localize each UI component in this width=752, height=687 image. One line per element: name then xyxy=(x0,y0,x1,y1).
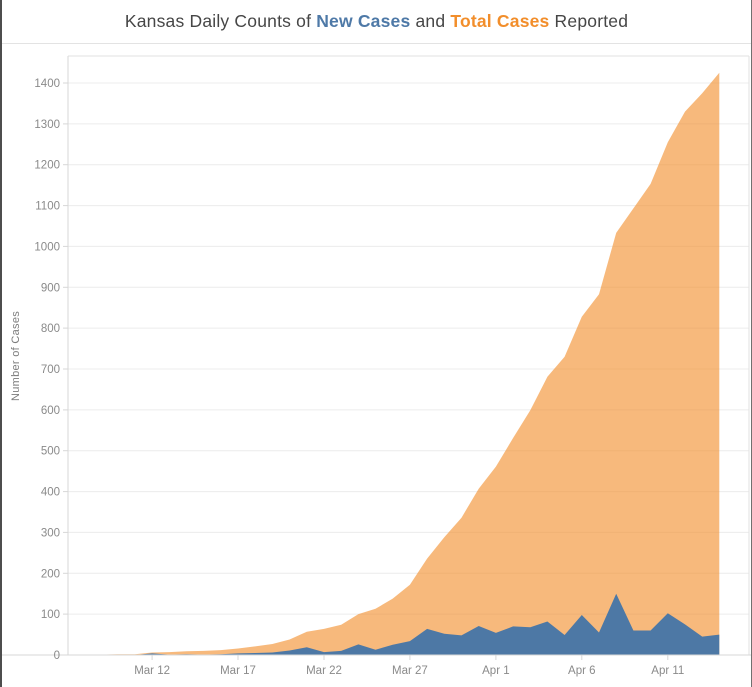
y-tick-label-1000: 1000 xyxy=(34,241,60,253)
area-mark-new-cases[interactable] xyxy=(100,593,720,655)
title-suffix: Reported xyxy=(549,11,629,31)
x-tick-label-3: Mar 12 xyxy=(134,665,170,677)
y-tick-label-1400: 1400 xyxy=(34,78,60,90)
y-tick-label-400: 400 xyxy=(41,487,60,499)
y-tick-label-200: 200 xyxy=(41,568,60,580)
area-mark-total-cases[interactable] xyxy=(100,72,720,656)
y-tick-label-600: 600 xyxy=(41,405,60,417)
y-tick-label-1200: 1200 xyxy=(34,160,60,172)
y-tick-label-900: 900 xyxy=(41,282,60,294)
x-tick-label-8: Mar 17 xyxy=(220,665,256,677)
x-tick-label-18: Mar 27 xyxy=(392,665,428,677)
y-tick-label-0: 0 xyxy=(54,650,60,662)
y-axis-title: Number of Cases xyxy=(10,311,22,401)
y-tick-label-1300: 1300 xyxy=(34,119,60,131)
x-tick-label-23: Apr 1 xyxy=(482,665,510,677)
y-tick-label-100: 100 xyxy=(41,609,60,621)
title-total-cases-label: Total Cases xyxy=(450,11,550,31)
y-tick-label-800: 800 xyxy=(41,323,60,335)
x-tick-label-33: Apr 11 xyxy=(651,665,684,677)
title-and: and xyxy=(410,11,451,31)
y-tick-label-300: 300 xyxy=(41,527,60,539)
title-prefix: Kansas Daily Counts of xyxy=(124,11,317,31)
y-tick-label-500: 500 xyxy=(41,446,60,458)
y-tick-label-700: 700 xyxy=(41,364,60,376)
y-tick-label-1100: 1100 xyxy=(35,201,60,213)
x-tick-label-13: Mar 22 xyxy=(306,665,342,677)
chart-title: Kansas Daily Counts of New Cases and Tot… xyxy=(2,0,751,44)
x-tick-label-28: Apr 6 xyxy=(568,665,596,677)
title-new-cases-label: New Cases xyxy=(316,11,411,31)
